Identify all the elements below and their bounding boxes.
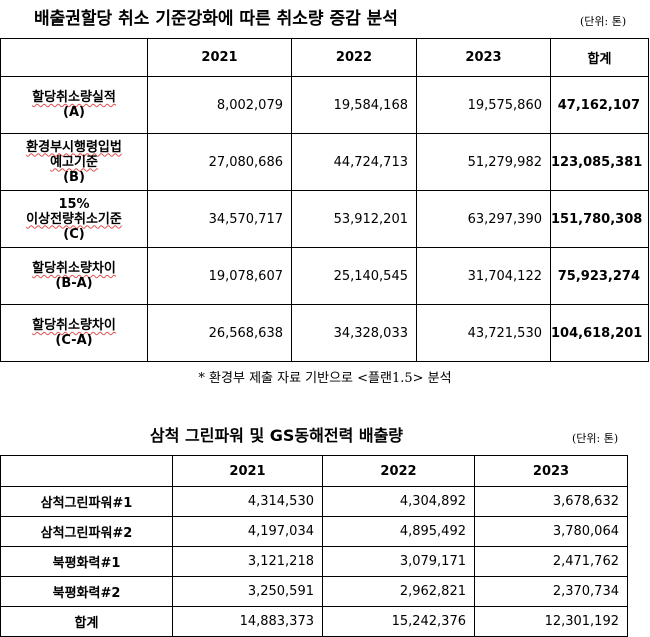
report2-title: 삼척 그린파워 및 GS동해전력 배출량 — [150, 426, 404, 445]
cell-value: 31,704,122 — [416, 247, 551, 305]
row-label-line: 15% — [58, 196, 90, 212]
row-label: 할당취소량실적 (A) — [0, 76, 148, 134]
cell-value: 2,370,734 — [474, 576, 628, 607]
source-note: * 환경부 제출 자료 기반으로 <플랜1.5> 분석 — [198, 371, 452, 386]
cell-value: 3,780,064 — [474, 516, 628, 547]
row-label: 15% 이상전량취소기준 (C) — [0, 190, 148, 248]
table-header-row: 2021 2022 2023 — [0, 455, 628, 487]
table-row: 할당취소량실적 (A) 8,002,079 19,584,168 19,575,… — [0, 76, 649, 134]
row-label-line: 환경부시행령입법 — [26, 139, 122, 155]
row-label-line: (B-A) — [55, 276, 93, 291]
cell-value: 4,304,892 — [322, 486, 475, 517]
row-label: 삼척그린파워#2 — [0, 516, 173, 547]
emission-cancellation-table: 2021 2022 2023 합계 할당취소량실적 (A) 8,002,079 … — [0, 38, 649, 362]
header-cell-total: 합계 — [550, 38, 649, 77]
cell-value: 19,078,607 — [147, 247, 292, 305]
header-cell-2022: 2022 — [291, 38, 417, 77]
table-row: 북평화력#1 3,121,218 3,079,171 2,471,762 — [0, 546, 628, 577]
header-cell-2023: 2023 — [474, 455, 628, 487]
row-label-line: 할당취소량차이 — [32, 261, 116, 276]
cell-value: 14,883,373 — [172, 606, 323, 637]
cell-value: 3,079,171 — [322, 546, 475, 577]
cell-value: 3,250,591 — [172, 576, 323, 607]
cell-value: 3,678,632 — [474, 486, 628, 517]
plant-emissions-table: 2021 2022 2023 삼척그린파워#1 4,314,530 4,304,… — [0, 455, 628, 637]
cell-total: 123,085,381 — [550, 133, 649, 191]
cell-total: 151,780,308 — [550, 190, 649, 248]
row-label-line: 이상전량취소기준 — [26, 211, 122, 227]
cell-value: 4,197,034 — [172, 516, 323, 547]
cell-value: 2,471,762 — [474, 546, 628, 577]
header-cell-blank — [0, 38, 148, 77]
header-cell-2023: 2023 — [416, 38, 551, 77]
row-label-line: (C) — [63, 226, 85, 242]
header-cell-2021: 2021 — [147, 38, 292, 77]
row-label-line: (A) — [63, 105, 85, 120]
row-label: 환경부시행령입법 예고기준 (B) — [0, 133, 148, 191]
report2-unit-label: (단위: 톤) — [572, 432, 619, 445]
row-label: 합계 — [0, 606, 173, 637]
cell-value: 27,080,686 — [147, 133, 292, 191]
cell-value: 8,002,079 — [147, 76, 292, 134]
cell-value: 34,570,717 — [147, 190, 292, 248]
row-label: 북평화력#1 — [0, 546, 173, 577]
cell-value: 26,568,638 — [147, 304, 292, 362]
row-label-line: (B) — [63, 169, 85, 185]
table-header-row: 2021 2022 2023 합계 — [0, 38, 649, 77]
cell-value: 63,297,390 — [416, 190, 551, 248]
cell-value: 12,301,192 — [474, 606, 628, 637]
report1-unit-label: (단위: 톤) — [580, 15, 627, 28]
table-row: 삼척그린파워#2 4,197,034 4,895,492 3,780,064 — [0, 516, 628, 547]
cell-value: 34,328,033 — [291, 304, 417, 362]
header-cell-blank — [0, 455, 173, 487]
table-row: 북평화력#2 3,250,591 2,962,821 2,370,734 — [0, 576, 628, 607]
row-label-line: 예고기준 — [50, 154, 98, 170]
cell-value: 2,962,821 — [322, 576, 475, 607]
cell-value: 19,575,860 — [416, 76, 551, 134]
row-label-line: 할당취소량실적 — [32, 90, 116, 105]
cell-value: 15,242,376 — [322, 606, 475, 637]
cell-total: 75,923,274 — [550, 247, 649, 305]
row-label-line: 할당취소량차이 — [32, 318, 116, 333]
cell-value: 3,121,218 — [172, 546, 323, 577]
row-label: 삼척그린파워#1 — [0, 486, 173, 517]
cell-value: 43,721,530 — [416, 304, 551, 362]
cell-value: 4,314,530 — [172, 486, 323, 517]
table-row: 삼척그린파워#1 4,314,530 4,304,892 3,678,632 — [0, 486, 628, 517]
table-row: 할당취소량차이 (B-A) 19,078,607 25,140,545 31,7… — [0, 247, 649, 305]
cell-value: 25,140,545 — [291, 247, 417, 305]
cell-total: 104,618,201 — [550, 304, 649, 362]
header-cell-2022: 2022 — [322, 455, 475, 487]
row-label: 할당취소량차이 (C-A) — [0, 304, 148, 362]
header-cell-2021: 2021 — [172, 455, 323, 487]
cell-value: 51,279,982 — [416, 133, 551, 191]
row-label: 북평화력#2 — [0, 576, 173, 607]
cell-value: 44,724,713 — [291, 133, 417, 191]
table-row: 환경부시행령입법 예고기준 (B) 27,080,686 44,724,713 … — [0, 133, 649, 191]
cell-total: 47,162,107 — [550, 76, 649, 134]
row-label: 할당취소량차이 (B-A) — [0, 247, 148, 305]
table-row-total: 합계 14,883,373 15,242,376 12,301,192 — [0, 606, 628, 637]
cell-value: 53,912,201 — [291, 190, 417, 248]
cell-value: 19,584,168 — [291, 76, 417, 134]
table-row: 15% 이상전량취소기준 (C) 34,570,717 53,912,201 6… — [0, 190, 649, 248]
table-row: 할당취소량차이 (C-A) 26,568,638 34,328,033 43,7… — [0, 304, 649, 362]
row-label-line: (C-A) — [55, 333, 93, 348]
report1-title: 배출권할당 취소 기준강화에 따른 취소량 증감 분석 — [34, 9, 398, 29]
cell-value: 4,895,492 — [322, 516, 475, 547]
